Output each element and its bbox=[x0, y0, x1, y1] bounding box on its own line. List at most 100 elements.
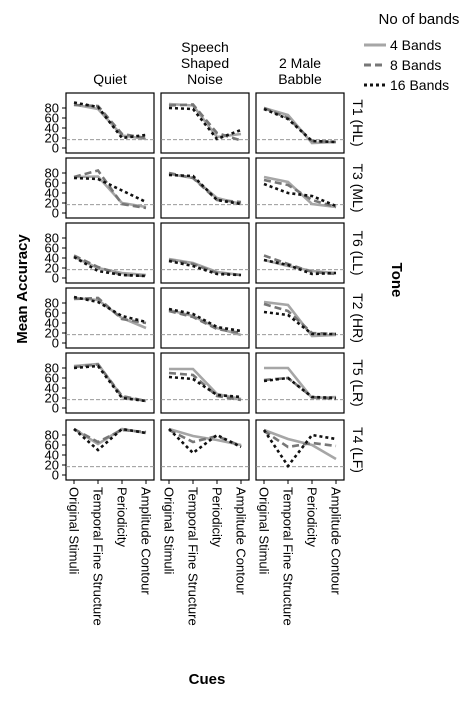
facet-row-axis-label: Tone bbox=[388, 263, 405, 298]
column-header-2-line-1: Speech bbox=[181, 39, 228, 55]
y-tick-label: 60 bbox=[45, 176, 59, 191]
y-tick-label: 20 bbox=[45, 196, 59, 211]
x-tick-label: Original Stimuli bbox=[162, 487, 177, 575]
series-line-8-bands bbox=[168, 258, 242, 277]
x-tick-label: Temporal Fine Structure bbox=[186, 487, 201, 626]
y-tick-label: 80 bbox=[45, 296, 59, 311]
series-line-16-bands bbox=[263, 107, 337, 144]
series-line-16-bands bbox=[263, 258, 337, 276]
legend: 4 Bands 8 Bands 16 Bands bbox=[364, 37, 449, 93]
column-header-3-line-1: 2 Male bbox=[279, 55, 321, 71]
series-line-16-bands bbox=[73, 101, 147, 140]
series-line-16-bands bbox=[168, 259, 242, 277]
series-line-16-bands bbox=[73, 255, 147, 278]
y-tick-label: 0 bbox=[52, 468, 59, 483]
y-tick-label: 20 bbox=[45, 326, 59, 341]
row-label-1: T1 (HL) bbox=[350, 99, 366, 146]
panel-frame bbox=[255, 419, 345, 481]
y-tick-label: 20 bbox=[45, 458, 59, 473]
x-tick-label: Amplitude Contour bbox=[234, 487, 249, 595]
row-label-3: T6 (LL) bbox=[350, 230, 366, 275]
series-line-16-bands bbox=[168, 375, 242, 399]
series-line-16-bands bbox=[73, 176, 147, 204]
series-line-4-bands bbox=[263, 300, 337, 338]
y-tick-label: 60 bbox=[45, 371, 59, 386]
row-label-4: T2 (HR) bbox=[350, 293, 366, 343]
x-tick-label: Temporal Fine Structure bbox=[91, 487, 106, 626]
series-line-16-bands bbox=[263, 182, 337, 208]
y-tick-label: 40 bbox=[45, 121, 59, 136]
y-tick-label: 20 bbox=[45, 391, 59, 406]
y-tick-label: 60 bbox=[45, 438, 59, 453]
series-line-16-bands bbox=[168, 106, 242, 141]
panel-frame bbox=[160, 419, 250, 481]
series-line-8-bands bbox=[263, 429, 337, 449]
panel-frame bbox=[65, 222, 155, 284]
series-line-16-bands bbox=[73, 364, 147, 403]
series-line-8-bands bbox=[263, 254, 337, 276]
y-tick-label: 80 bbox=[45, 361, 59, 376]
series-line-8-bands bbox=[73, 254, 147, 278]
series-line-8-bands bbox=[168, 309, 242, 335]
x-tick-label: Periodicity bbox=[305, 487, 320, 547]
column-header-2-line-2: Shaped bbox=[181, 55, 229, 71]
y-tick-label: 0 bbox=[52, 141, 59, 156]
legend-label-3: 16 Bands bbox=[390, 77, 449, 93]
panel-frame bbox=[255, 287, 345, 349]
series-line-8-bands bbox=[168, 371, 242, 402]
column-header-3-line-2: Babble bbox=[278, 71, 322, 87]
series-line-8-bands bbox=[73, 169, 147, 210]
y-tick-label: 0 bbox=[52, 206, 59, 221]
panel-frame bbox=[160, 287, 250, 349]
y-tick-label: 80 bbox=[45, 166, 59, 181]
x-tick-label: Amplitude Contour bbox=[329, 487, 344, 595]
y-tick-label: 40 bbox=[45, 381, 59, 396]
column-header-1-line-1: Quiet bbox=[93, 71, 127, 87]
x-tick-label: Periodicity bbox=[115, 487, 130, 547]
series-line-16-bands bbox=[168, 307, 242, 333]
y-tick-label: 40 bbox=[45, 186, 59, 201]
series-line-16-bands bbox=[73, 295, 147, 324]
row-label-5: T5 (LR) bbox=[350, 359, 366, 406]
column-header-2-line-3: Noise bbox=[187, 71, 223, 87]
chart-x-axis-label: Cues bbox=[189, 671, 226, 688]
panel-frame bbox=[65, 287, 155, 349]
panel-frame bbox=[65, 419, 155, 481]
legend-label-1: 4 Bands bbox=[390, 37, 441, 53]
x-tick-label: Amplitude Contour bbox=[139, 487, 154, 595]
panel-frame bbox=[255, 92, 345, 154]
legend-title: No of bands bbox=[379, 11, 460, 28]
series-line-8-bands bbox=[168, 428, 242, 448]
y-tick-label: 80 bbox=[45, 428, 59, 443]
y-tick-label: 60 bbox=[45, 241, 59, 256]
x-tick-label: Temporal Fine Structure bbox=[281, 487, 296, 626]
y-tick-label: 0 bbox=[52, 271, 59, 286]
y-tick-label: 60 bbox=[45, 111, 59, 126]
series-line-16-bands bbox=[263, 310, 336, 336]
series-line-16-bands bbox=[263, 376, 337, 400]
series-line-16-bands bbox=[168, 173, 242, 206]
chart-y-axis-label: Mean Accuracy bbox=[14, 234, 31, 344]
y-tick-label: 20 bbox=[45, 131, 59, 146]
series-line-16-bands bbox=[168, 428, 242, 455]
series-line-8-bands bbox=[73, 427, 147, 444]
y-tick-label: 20 bbox=[45, 261, 59, 276]
row-label-2: T3 (ML) bbox=[350, 164, 366, 213]
legend-label-2: 8 Bands bbox=[390, 57, 441, 73]
y-tick-label: 0 bbox=[52, 336, 59, 351]
x-tick-label: Original Stimuli bbox=[67, 487, 82, 575]
panel-frame bbox=[255, 157, 345, 219]
series-line-4-bands bbox=[169, 367, 242, 401]
x-tick-label: Original Stimuli bbox=[257, 487, 272, 575]
y-tick-label: 60 bbox=[45, 306, 59, 321]
y-tick-label: 80 bbox=[45, 101, 59, 116]
series-line-8-bands bbox=[168, 103, 242, 142]
row-label-6: T4 (LF) bbox=[350, 427, 366, 473]
series-line-4-bands bbox=[263, 428, 337, 461]
x-tick-label: Periodicity bbox=[210, 487, 225, 547]
y-tick-label: 0 bbox=[52, 401, 59, 416]
y-tick-label: 80 bbox=[45, 231, 59, 246]
series-line-16-bands bbox=[262, 429, 337, 469]
